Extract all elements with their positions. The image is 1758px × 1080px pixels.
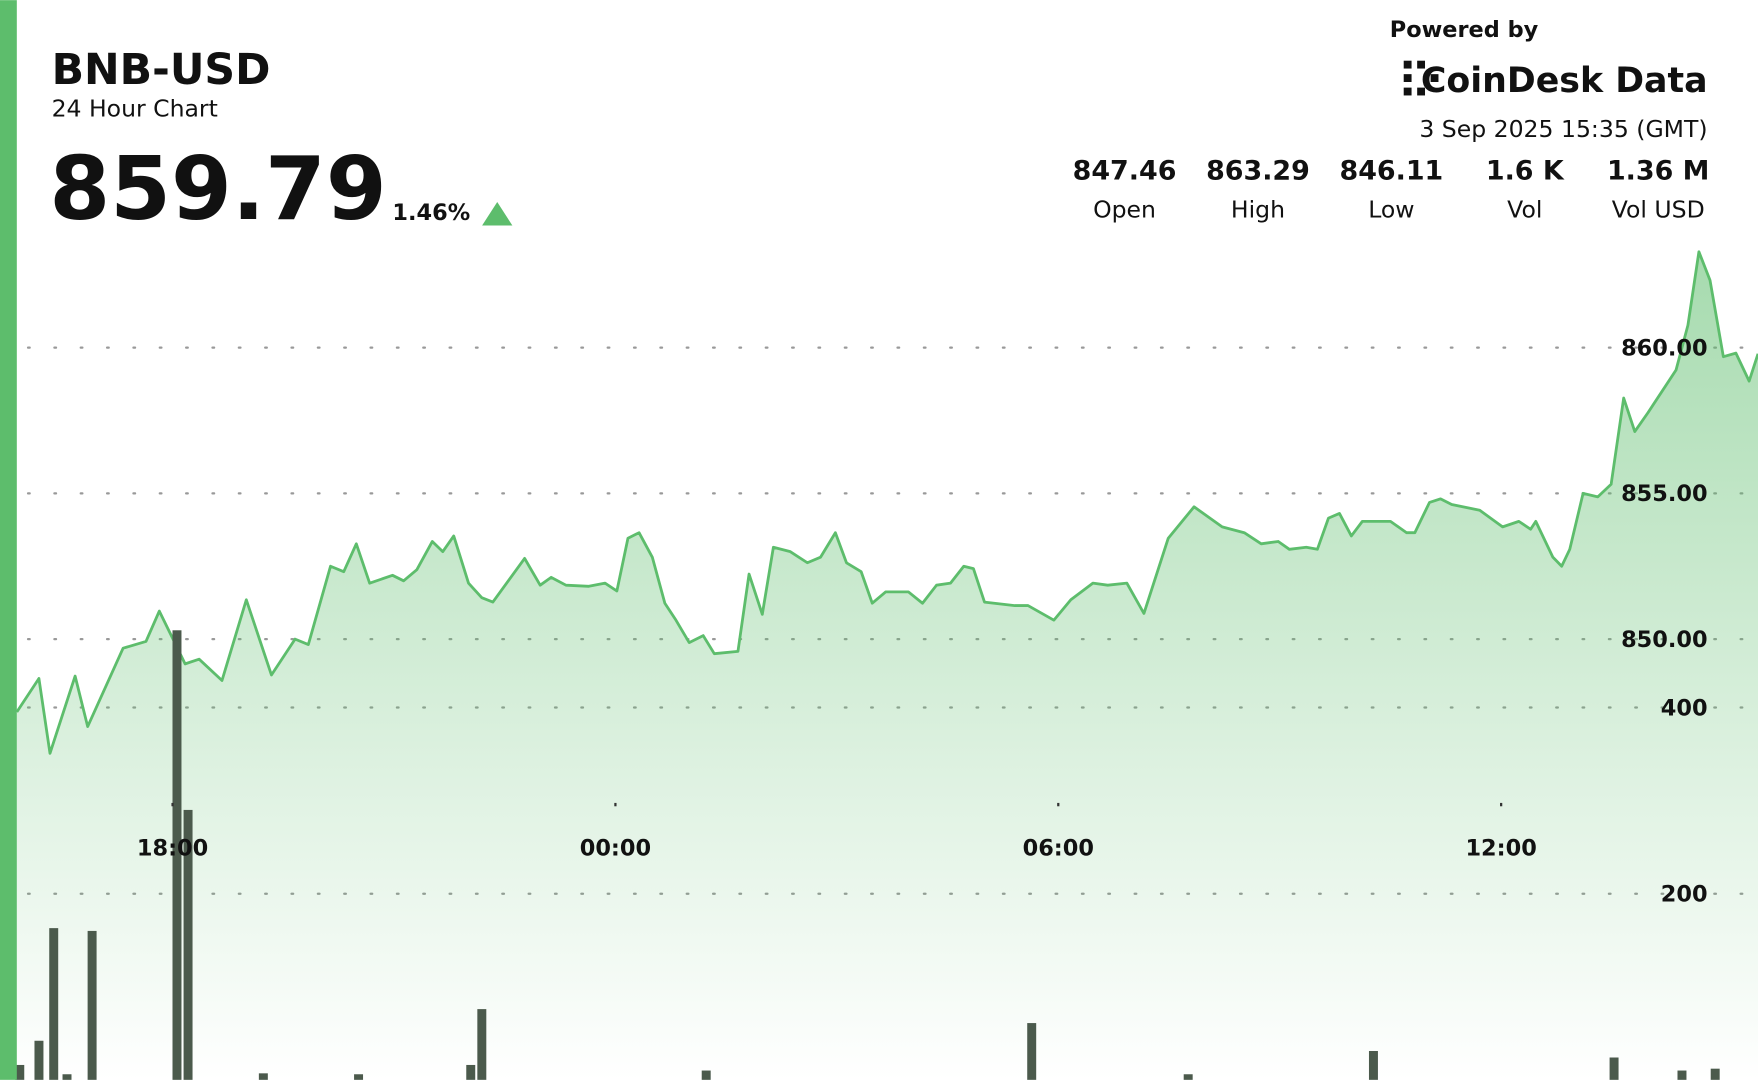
title: BNB-USD [52, 45, 271, 95]
stat-label: Open [1093, 196, 1156, 224]
y-tick-label: 850.00 [1621, 627, 1707, 653]
volume-bar [49, 928, 59, 1080]
volume-bar [87, 930, 97, 1080]
x-tick-label: 00:00 [580, 836, 651, 862]
y2-tick-label: 200 [1661, 882, 1708, 908]
plot: 18:00 00:00 06:00 12:00 850.00 855.00 860.00 20… [15, 250, 1758, 1080]
price: 859.79 [49, 138, 386, 240]
price-area [16, 251, 1758, 1080]
stat-value: 846.11 [1339, 156, 1443, 187]
volume-bar [1710, 1068, 1720, 1080]
volume-bar [477, 1009, 487, 1080]
stat-value: 863.29 [1206, 156, 1310, 187]
stat-value: 1.6 K [1486, 156, 1565, 187]
volume-bar [258, 1073, 268, 1080]
volume-bar [172, 630, 182, 1080]
volume-bar [34, 1040, 44, 1080]
up-arrow [482, 201, 513, 226]
stat-label: High [1231, 196, 1285, 224]
timestamp: 3 Sep 2025 15:35 (GMT) [1419, 115, 1707, 143]
y-tick-label: 860.00 [1621, 335, 1707, 361]
y2-tick-label: 400 [1661, 695, 1708, 721]
volume-bar [1368, 1050, 1378, 1080]
powered-by: Powered by [1390, 17, 1539, 43]
volume-bar [701, 1070, 711, 1080]
stats: 847.46 Open 863.29 High 846.11 Low 1.6 K Vol 1.3… [1073, 156, 1710, 224]
stat-value: 847.46 [1073, 156, 1177, 187]
brand: CoinDesk Data [1421, 61, 1708, 101]
price-line [15, 250, 1758, 755]
x-tick-label: 18:00 [137, 836, 208, 862]
x-tick-label: 12:00 [1465, 836, 1536, 862]
volume-bar [1027, 1023, 1037, 1080]
stat-label: Vol [1507, 196, 1542, 224]
volume-bar [1183, 1074, 1193, 1080]
subtitle: 24 Hour Chart [52, 95, 218, 123]
x-tick-label: 06:00 [1023, 836, 1094, 862]
stat-value: 1.36 M [1607, 156, 1709, 187]
change: 1.46% [392, 200, 470, 226]
stat-label: Low [1368, 196, 1414, 224]
stat-label: Vol USD [1612, 196, 1705, 224]
volume-bar [354, 1074, 364, 1080]
volume-bar [183, 809, 193, 1080]
accent-bar [0, 0, 17, 1080]
volume-bar [15, 1064, 25, 1080]
volume-bar [1677, 1070, 1687, 1080]
y-tick-label: 855.00 [1621, 481, 1707, 507]
volume-bar [466, 1064, 476, 1080]
logo [1403, 60, 1439, 96]
volume-bar [1609, 1057, 1619, 1080]
volume-bar [62, 1074, 72, 1080]
